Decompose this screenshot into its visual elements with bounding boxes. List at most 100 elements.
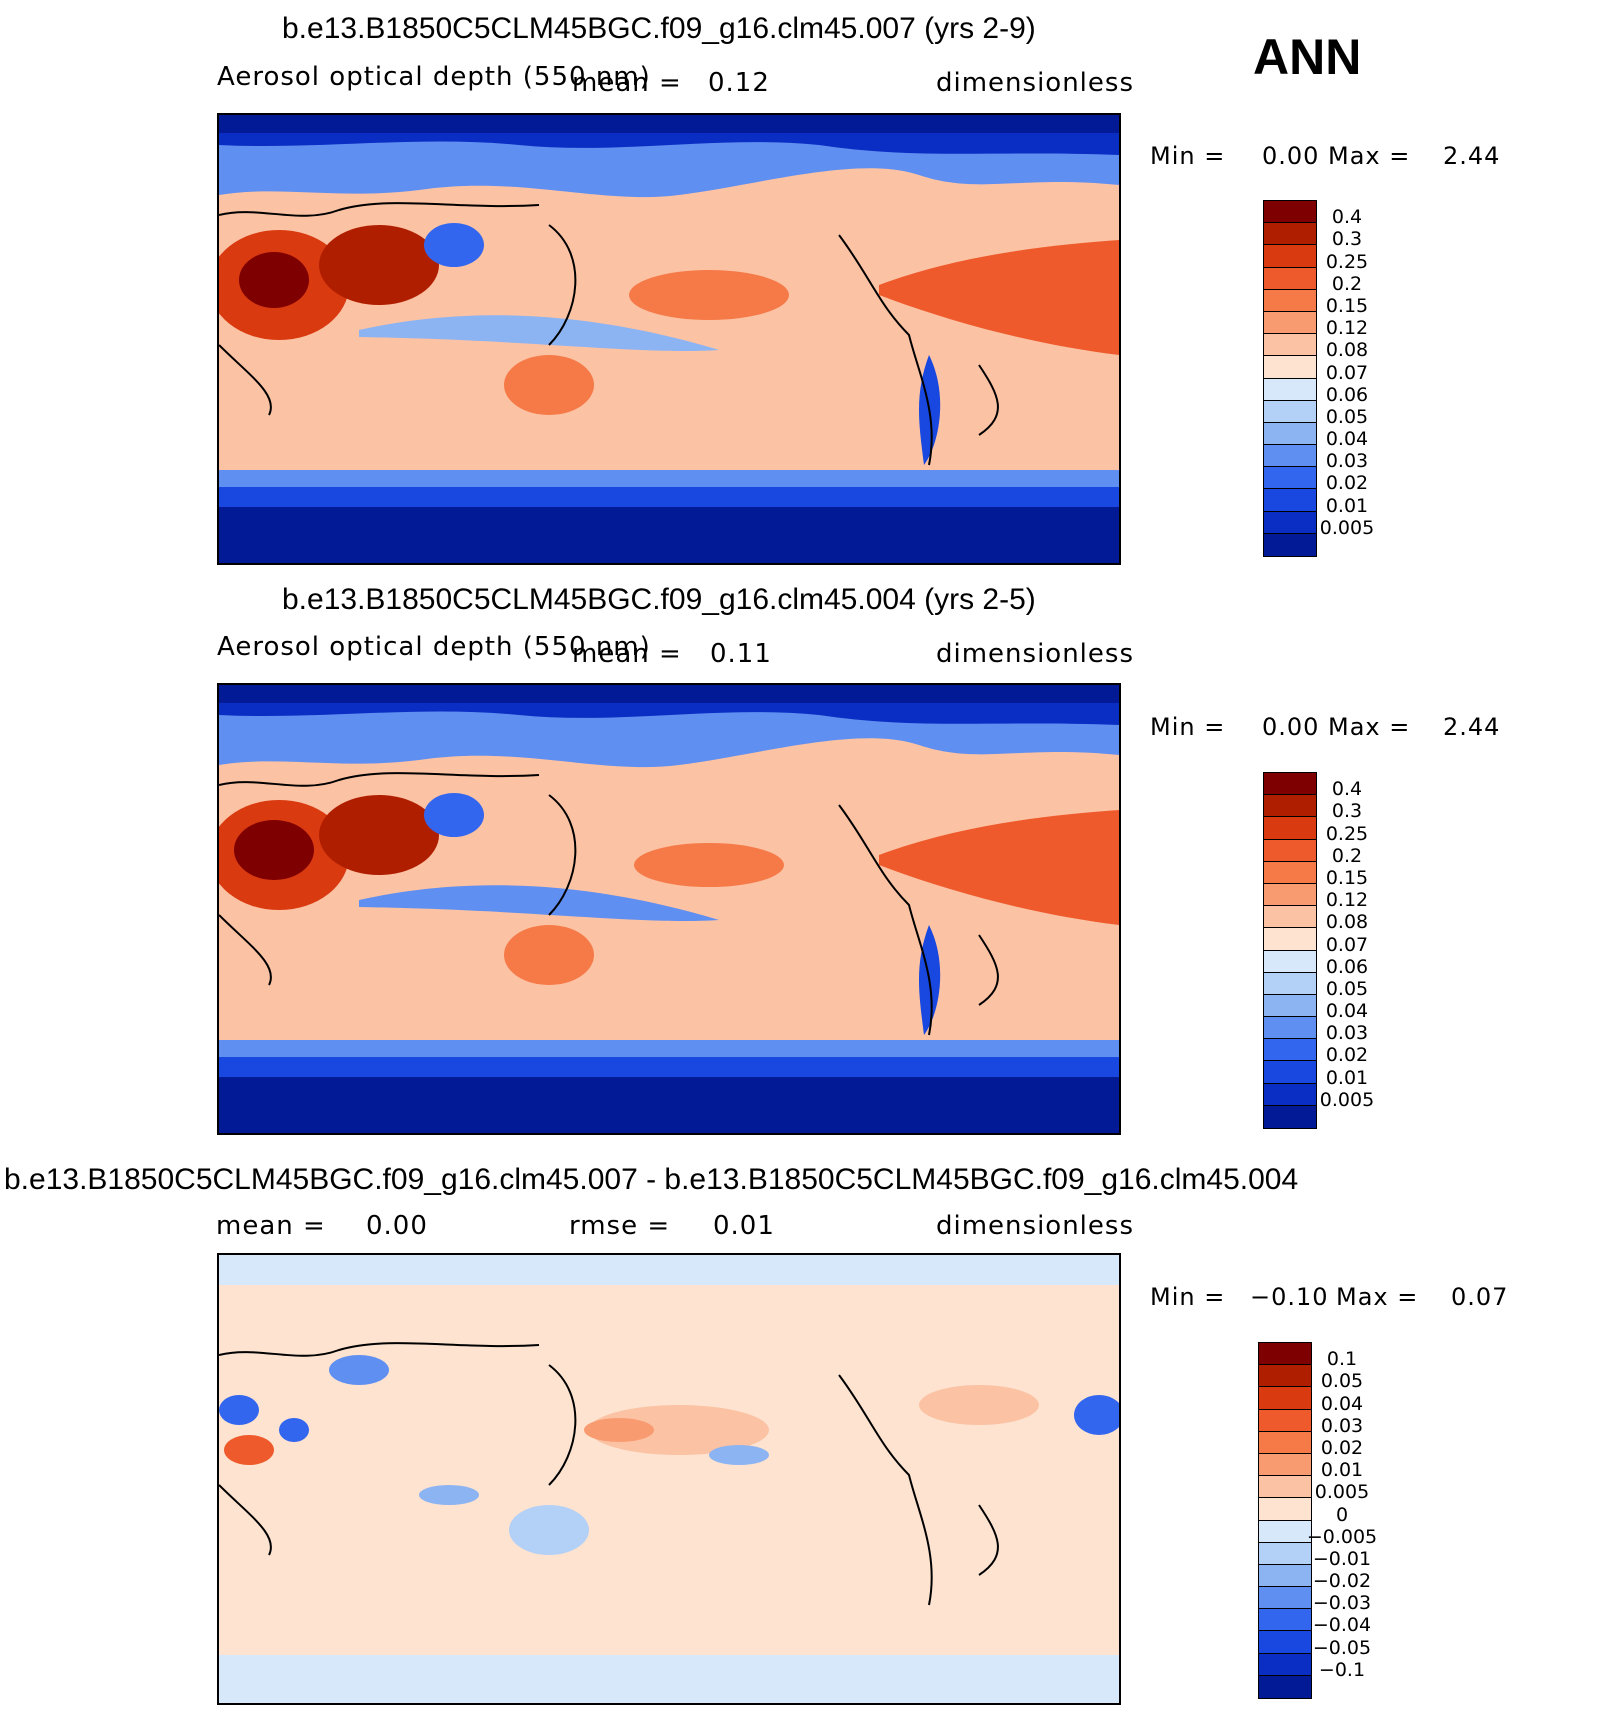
- colorbar-swatch: [1264, 289, 1316, 312]
- colorbar-level-label: 0.03: [1325, 1022, 1369, 1045]
- north-neutral: [219, 1255, 1119, 1285]
- maritime-streak: [359, 885, 719, 922]
- pacific-positive-core: [584, 1418, 654, 1442]
- panel2-mean-label: mean =: [572, 639, 682, 669]
- panel3-units: dimensionless: [936, 1211, 1134, 1241]
- colorbar-level-label: 0.06: [1325, 383, 1369, 406]
- colorbar-level-label: 0.005: [1319, 516, 1375, 539]
- africa-positive: [224, 1435, 274, 1465]
- colorbar-level-label: 0.005: [1319, 1088, 1375, 1111]
- diff-base: [219, 1255, 1119, 1703]
- coastlines: [219, 202, 999, 466]
- south-neutral: [219, 1655, 1119, 1703]
- panel1-min-value: 0.00: [1262, 142, 1320, 170]
- asia-negative: [329, 1355, 389, 1385]
- colorbar-swatch: [1259, 1587, 1311, 1610]
- panel3-min-label: Min =: [1150, 1283, 1226, 1311]
- colorbar-level-label: 0.2: [1331, 272, 1363, 295]
- colorbar-swatch: [1259, 1431, 1311, 1454]
- colorbar-level-label: 0.3: [1331, 800, 1363, 823]
- panel1-colorbar: [1263, 200, 1317, 557]
- panel3-max-label: Max =: [1336, 1283, 1419, 1311]
- colorbar-swatch: [1264, 267, 1316, 290]
- colorbar-swatch: [1259, 1564, 1311, 1588]
- colorbar-swatch: [1264, 817, 1316, 840]
- indian-negative: [419, 1485, 479, 1505]
- panel2-map-svg: [219, 685, 1119, 1133]
- colorbar-swatch: [1264, 994, 1316, 1018]
- africa-negative-2: [279, 1418, 309, 1442]
- colorbar-swatch: [1264, 489, 1316, 512]
- pacific-positive: [589, 1405, 769, 1455]
- colorbar-level-label: 0: [1335, 1503, 1349, 1526]
- colorbar-level-label: 0.01: [1325, 1066, 1369, 1089]
- colorbar-level-label: 0.05: [1325, 977, 1369, 1000]
- colorbar-level-label: 0.2: [1331, 844, 1363, 867]
- coastlines: [219, 772, 999, 1036]
- colorbar-swatch: [1264, 839, 1316, 862]
- colorbar-swatch: [1259, 1631, 1311, 1654]
- pacific-high: [634, 843, 784, 887]
- colorbar-level-label: 0.02: [1325, 1044, 1369, 1067]
- panel2-min-value: 0.00: [1262, 713, 1320, 741]
- panel3-map-svg: [219, 1255, 1119, 1703]
- atlantic-negative: [1074, 1395, 1119, 1435]
- colorbar-level-label: 0.02: [1325, 472, 1369, 495]
- colorbar-level-label: 0.1: [1326, 1348, 1358, 1371]
- colorbar-swatch: [1264, 773, 1316, 796]
- colorbar-level-label: 0.03: [1320, 1414, 1364, 1437]
- season-label: ANN: [1253, 29, 1362, 85]
- panel3-rmse-label: rmse =: [569, 1211, 671, 1241]
- panel3-rmse-value: 0.01: [713, 1211, 775, 1241]
- panel3-max-value: 0.07: [1451, 1283, 1509, 1311]
- colorbar-swatch: [1259, 1453, 1311, 1477]
- colorbar-swatch: [1259, 1387, 1311, 1410]
- colorbar-level-label: 0.005: [1314, 1481, 1370, 1504]
- colorbar-swatch: [1264, 861, 1316, 884]
- colorbar-swatch: [1264, 906, 1316, 929]
- colorbar-swatch: [1264, 795, 1316, 818]
- colorbar-swatch: [1264, 1039, 1316, 1062]
- colorbar-swatch: [1259, 1609, 1311, 1632]
- colorbar-swatch: [1264, 334, 1316, 357]
- panel3-mean-label: mean =: [216, 1211, 326, 1241]
- colorbar-swatch: [1259, 1653, 1311, 1676]
- colorbar-level-label: 0.07: [1325, 933, 1369, 956]
- panel2-title: b.e13.B1850C5CLM45BGC.f09_g16.clm45.004 …: [282, 583, 1036, 616]
- colorbar-level-label: 0.3: [1331, 228, 1363, 251]
- sahara-core: [234, 820, 314, 880]
- maritime-streak: [359, 315, 719, 352]
- colorbar-level-label: 0.01: [1325, 494, 1369, 517]
- colorbar-swatch: [1264, 400, 1316, 423]
- colorbar-swatch: [1264, 928, 1316, 951]
- atlantic-plume: [879, 240, 1119, 355]
- panel3-title: b.e13.B1850C5CLM45BGC.f09_g16.clm45.007 …: [4, 1163, 1299, 1196]
- colorbar-level-label: −0.1: [1318, 1658, 1366, 1681]
- colorbar-level-label: −0.02: [1312, 1570, 1372, 1593]
- australia-negative: [509, 1505, 589, 1555]
- panel2-units: dimensionless: [936, 639, 1134, 669]
- atlantic-positive: [919, 1385, 1039, 1425]
- colorbar-level-label: −0.05: [1312, 1636, 1372, 1659]
- colorbar-swatch: [1264, 883, 1316, 907]
- panel1-max-label: Max =: [1328, 142, 1411, 170]
- coastlines: [219, 1342, 999, 1606]
- north-edge-band: [219, 685, 1119, 703]
- australia: [504, 355, 594, 415]
- panel2-variable: Aerosol optical depth (550 nm): [217, 632, 651, 662]
- colorbar-swatch: [1264, 223, 1316, 246]
- colorbar-swatch: [1264, 422, 1316, 446]
- panel2-max-label: Max =: [1328, 713, 1411, 741]
- panel1-mean-value: 0.12: [708, 68, 770, 98]
- colorbar-swatch: [1264, 201, 1316, 224]
- colorbar-swatch: [1264, 972, 1316, 995]
- colorbar-level-label: 0.05: [1325, 405, 1369, 428]
- colorbar-swatch: [1264, 378, 1316, 401]
- panel1-map: [217, 113, 1121, 565]
- panel3-mean-value: 0.00: [366, 1211, 428, 1241]
- colorbar-swatch: [1259, 1476, 1311, 1499]
- colorbar-level-label: −0.005: [1306, 1525, 1378, 1548]
- colorbar-swatch: [1264, 1105, 1316, 1128]
- panel2-min-label: Min =: [1150, 713, 1226, 741]
- colorbar-level-label: −0.03: [1312, 1592, 1372, 1615]
